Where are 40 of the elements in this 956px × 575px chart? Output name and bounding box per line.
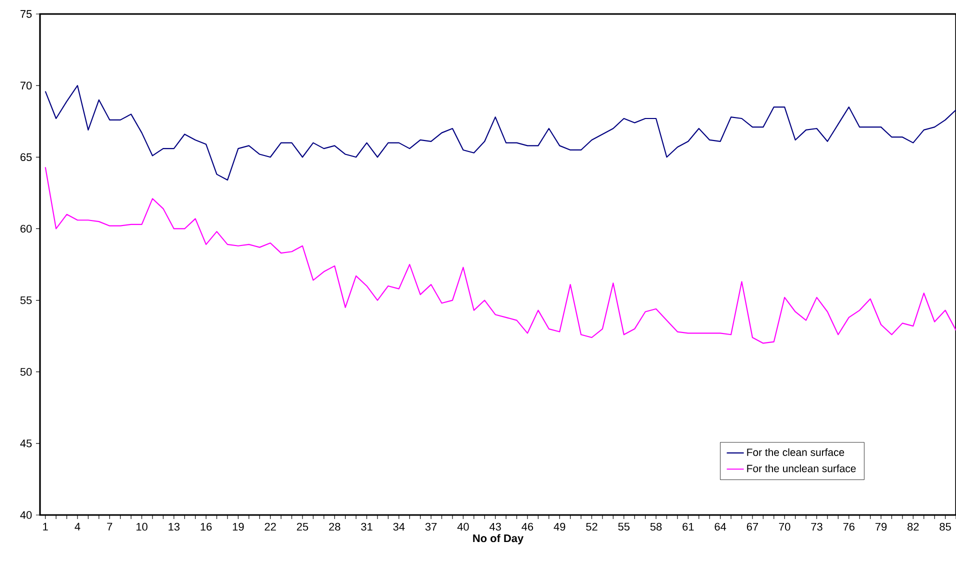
y-tick-label: 70 — [20, 82, 32, 90]
x-tick-label: 46 — [522, 522, 534, 531]
x-tick-label: 1 — [43, 522, 48, 530]
x-tick-label: 52 — [586, 522, 598, 531]
x-tick-label: 25 — [296, 522, 308, 531]
y-tick-label: 65 — [20, 153, 32, 162]
x-tick-label: 67 — [746, 522, 758, 531]
legend-label: For the unclean surface — [747, 464, 856, 472]
x-tick-label: 37 — [425, 522, 437, 531]
x-tick-label: 4 — [74, 522, 80, 530]
x-tick-label: 79 — [875, 522, 887, 531]
x-tick-label: 19 — [232, 522, 244, 531]
x-tick-label: 82 — [908, 522, 919, 531]
y-tick-label: 75 — [20, 10, 32, 18]
x-tick-label: 16 — [200, 522, 212, 531]
x-tick-label: 61 — [682, 522, 694, 531]
x-tick-label: 28 — [329, 522, 340, 531]
legend-label: For the clean surface — [747, 448, 844, 456]
x-axis-title: No of Day — [473, 534, 524, 544]
x-tick-label: 85 — [940, 522, 951, 531]
x-tick-label: 10 — [136, 522, 148, 531]
x-tick-label: 64 — [714, 522, 726, 531]
x-tick-label: 7 — [107, 522, 112, 530]
x-tick-label: 43 — [489, 522, 501, 531]
x-tick-label: 70 — [779, 522, 790, 531]
y-tick-label: 50 — [20, 368, 32, 376]
x-tick-label: 31 — [361, 522, 372, 531]
x-tick-label: 22 — [264, 522, 276, 531]
x-tick-label: 40 — [457, 522, 469, 531]
x-tick-label: 76 — [843, 522, 854, 531]
x-tick-label: 58 — [650, 522, 662, 531]
y-tick-label: 45 — [20, 440, 32, 448]
x-tick-label: 49 — [554, 522, 566, 531]
y-tick-label: 40 — [20, 511, 32, 519]
x-tick-label: 55 — [618, 522, 630, 530]
y-tick-label: 60 — [20, 224, 32, 233]
x-tick-label: 73 — [811, 522, 822, 531]
y-tick-label: 55 — [20, 296, 32, 304]
x-tick-label: 34 — [393, 522, 405, 531]
x-tick-label: 13 — [168, 522, 180, 531]
